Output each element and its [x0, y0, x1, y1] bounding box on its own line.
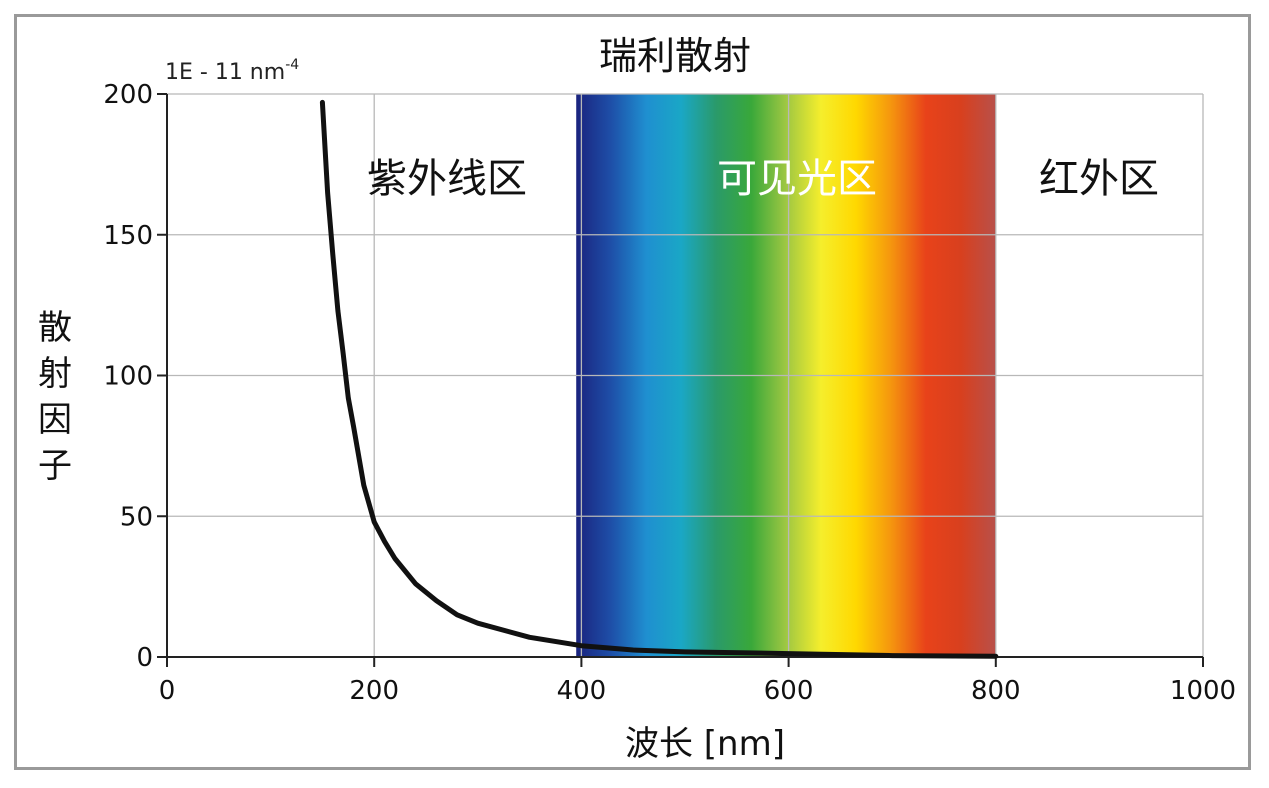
- x-tick-label: 400: [557, 676, 607, 706]
- region-label: 可见光区: [717, 156, 877, 202]
- x-tick-label: 600: [764, 676, 814, 706]
- region-label: 紫外线区: [367, 156, 527, 202]
- y-tick-label: 150: [103, 221, 153, 251]
- y-axis-label-char: 子: [38, 446, 72, 486]
- unit-label-exponent: -4: [285, 57, 299, 73]
- unit-label-base: 1E - 11 nm: [165, 60, 285, 85]
- chart-frame: 0 50 100 150 200 0 200 400 600 800 1000 瑞利散射 1E - …: [14, 14, 1251, 770]
- y-tick-label: 0: [136, 643, 153, 673]
- y-tick-label: 200: [103, 80, 153, 110]
- x-tick-label: 200: [349, 676, 399, 706]
- y-axis-label-char: 射: [38, 354, 72, 394]
- x-tick-label: 1000: [1170, 676, 1236, 706]
- y-tick-label: 50: [120, 502, 153, 532]
- y-axis-label-char: 因: [38, 400, 72, 440]
- region-label: 红外区: [1039, 156, 1159, 202]
- scattering-curve: [319, 99, 999, 659]
- rayleigh-chart: 0 50 100 150 200 0 200 400 600 800 1000 瑞利散射 1E - …: [38, 34, 1236, 764]
- x-tick-label: 0: [159, 676, 176, 706]
- y-axis-label-char: 散: [38, 308, 72, 348]
- y-tick-label: 100: [103, 362, 153, 392]
- x-axis-label: 波长 [nm]: [625, 724, 785, 764]
- x-tick-label: 800: [971, 676, 1021, 706]
- unit-label: 1E - 11 nm-4: [165, 57, 299, 85]
- chart-title: 瑞利散射: [599, 34, 751, 78]
